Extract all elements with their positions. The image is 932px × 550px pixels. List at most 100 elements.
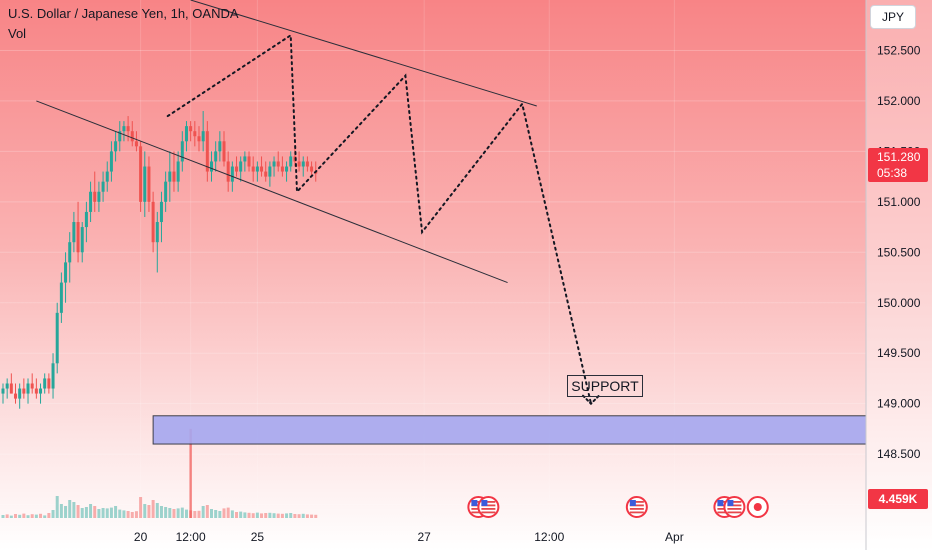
flag-stripe-icon xyxy=(727,511,742,514)
volume-bar xyxy=(39,513,43,518)
volume-bar xyxy=(230,510,234,518)
volume-bar xyxy=(14,514,18,518)
volume-bar xyxy=(143,504,147,518)
support-zone[interactable] xyxy=(152,415,867,445)
volume-bar xyxy=(172,509,176,518)
volume-indicator-label[interactable]: Vol xyxy=(8,26,27,41)
last-price-value: 151.280 xyxy=(877,150,921,164)
candle-body xyxy=(26,383,30,394)
candle-body xyxy=(184,126,188,142)
candle-body xyxy=(168,171,172,182)
candle-body xyxy=(122,126,126,132)
flag-stripe-icon xyxy=(727,508,742,510)
volume-bar xyxy=(297,514,301,518)
candle-body xyxy=(34,388,38,394)
support-label[interactable]: SUPPORT xyxy=(567,375,643,397)
drawings[interactable] xyxy=(36,0,600,406)
volume-bar xyxy=(1,515,5,518)
flag-stripe-icon xyxy=(471,511,486,514)
volume-bar xyxy=(9,515,13,518)
candle-body xyxy=(197,136,201,142)
candle-body xyxy=(285,166,289,172)
volume-bar xyxy=(139,497,143,518)
y-tick-label: 150.000 xyxy=(877,296,921,310)
candle-body xyxy=(155,222,159,243)
volume-bar xyxy=(43,515,47,518)
y-tick-label: 148.500 xyxy=(877,447,921,461)
volume-bar xyxy=(176,508,180,518)
volume-bar xyxy=(155,503,159,518)
candle-body xyxy=(305,161,309,167)
x-tick-label: 25 xyxy=(251,530,265,544)
flag-canton-icon xyxy=(717,500,724,506)
candle-body xyxy=(210,161,213,172)
channel-upper-line xyxy=(190,0,537,107)
volume-bar xyxy=(134,511,138,518)
candle-body xyxy=(297,161,301,167)
volume-bar xyxy=(126,511,130,518)
candle-body xyxy=(22,388,26,394)
volume-bar xyxy=(280,513,284,518)
volume-bars xyxy=(1,428,318,518)
volume-bar xyxy=(310,514,314,518)
volume-bar xyxy=(276,513,280,518)
last-price-tag: 151.280 05:38 xyxy=(868,148,928,182)
flag-stripe-icon xyxy=(629,511,644,514)
flag-stripe-icon xyxy=(629,504,644,507)
candle-body xyxy=(76,222,80,253)
candle-body xyxy=(89,191,93,212)
support-zone-rect xyxy=(152,415,867,445)
currency-button[interactable]: JPY xyxy=(870,5,916,29)
candle-body xyxy=(118,131,122,142)
candle-body xyxy=(47,378,51,389)
candle-body xyxy=(1,388,5,394)
candle-body xyxy=(280,166,284,172)
volume-bar xyxy=(72,502,76,518)
flag-canton-icon xyxy=(629,500,636,506)
y-tick-label: 152.500 xyxy=(877,43,921,57)
volume-bar xyxy=(5,514,9,518)
candle-body xyxy=(272,161,276,167)
candle-body xyxy=(105,171,109,182)
volume-bar xyxy=(164,507,168,518)
axes: 152.500152.000151.500151.000150.500150.0… xyxy=(134,0,932,550)
volume-bar xyxy=(130,512,134,518)
event-markers[interactable] xyxy=(467,496,769,518)
price-axis-panel xyxy=(866,0,932,550)
volume-bar xyxy=(68,500,72,518)
candle-body xyxy=(80,227,84,253)
volume-bar xyxy=(197,510,201,518)
candle-body xyxy=(43,378,47,389)
volume-bar xyxy=(101,508,105,518)
flag-stripe-icon xyxy=(629,501,644,503)
candle-body xyxy=(72,222,76,243)
volume-value-tag: 4.459K xyxy=(868,489,928,509)
volume-bar xyxy=(159,506,163,518)
volume-bar xyxy=(301,513,305,518)
volume-bar xyxy=(226,507,230,518)
volume-bar xyxy=(168,508,172,518)
flag-stripe-icon xyxy=(629,508,644,510)
flag-stripe-icon xyxy=(481,508,496,510)
candle-body xyxy=(226,161,230,182)
bar-countdown: 05:38 xyxy=(877,166,908,180)
candle-body xyxy=(189,126,193,132)
volume-bar xyxy=(289,513,293,518)
candle-body xyxy=(251,166,255,172)
y-tick-label: 149.000 xyxy=(877,397,921,411)
x-tick-label: Apr xyxy=(665,530,684,544)
candle-body xyxy=(218,141,222,152)
volume-bar xyxy=(26,515,30,518)
volume-bar xyxy=(30,514,34,518)
candle-body xyxy=(51,363,55,389)
flag-stripe-icon xyxy=(727,504,742,507)
candle-body xyxy=(172,171,176,182)
x-tick-label: 12:00 xyxy=(534,530,564,544)
volume-bar xyxy=(314,514,318,518)
volume-bar xyxy=(193,511,197,518)
volume-bar xyxy=(247,512,251,518)
candles xyxy=(1,111,318,409)
candle-body xyxy=(180,141,184,162)
volume-bar xyxy=(264,513,268,518)
